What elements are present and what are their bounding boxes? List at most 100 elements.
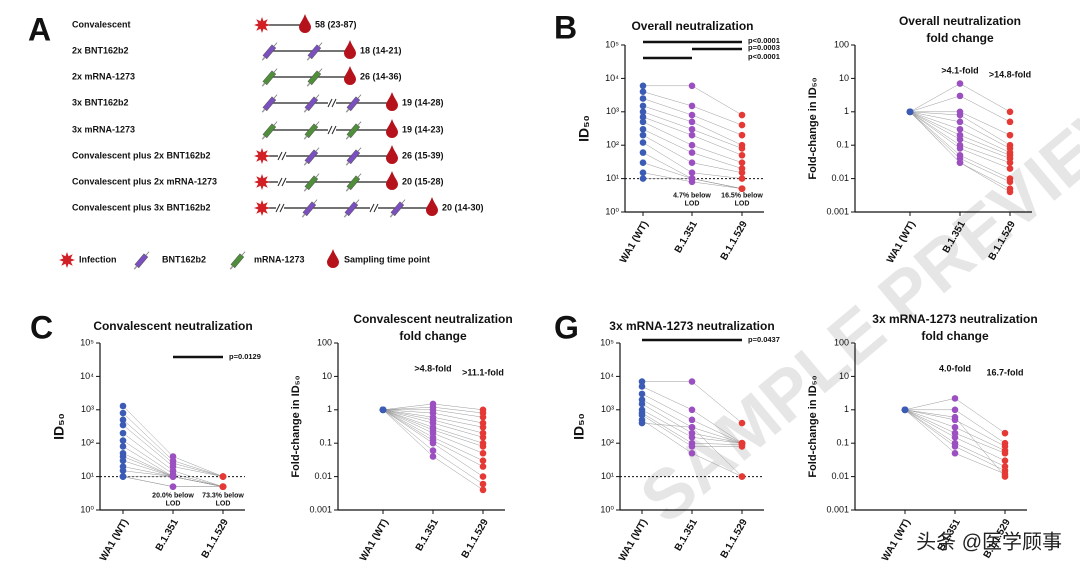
fold-change-label: >11.1-fold xyxy=(462,367,504,377)
sampling-days: 19 (14-28) xyxy=(402,97,444,107)
data-point xyxy=(688,449,696,457)
y-axis-label: ID₅₀ xyxy=(576,115,592,142)
data-point xyxy=(688,82,696,90)
pair-line xyxy=(954,417,1006,477)
syringe-needle xyxy=(357,173,362,178)
pair-line xyxy=(954,453,1006,475)
pair-line xyxy=(959,114,1011,146)
pair-line xyxy=(642,116,693,136)
y-tick-label: 0.1 xyxy=(836,438,849,448)
y-tick-label: 10² xyxy=(81,438,94,448)
data-point xyxy=(639,175,647,182)
pair-line xyxy=(382,409,434,414)
syringe-body xyxy=(307,70,322,86)
pair-line xyxy=(691,419,743,444)
syringe-body xyxy=(307,44,322,60)
syringe-plunger xyxy=(345,135,350,140)
syringe-plunger xyxy=(389,213,394,218)
x-tick-label: B.1.351 xyxy=(673,219,700,255)
pair-line xyxy=(122,424,174,467)
data-point xyxy=(688,175,696,182)
pair-line xyxy=(691,85,743,116)
y-tick-label: 0.01 xyxy=(831,471,849,481)
lod-label: 73.3% below xyxy=(202,492,244,499)
syringe-icon xyxy=(303,173,320,192)
pair-line xyxy=(122,470,174,477)
data-point xyxy=(219,483,227,490)
syringe-icon xyxy=(303,121,320,140)
regimen-label: Convalescent plus 2x mRNA-1273 xyxy=(72,176,217,186)
chart-title: 3x mRNA-1273 neutralization xyxy=(609,319,774,333)
pair-line xyxy=(382,409,434,434)
x-tick-label: WA1 (WT) xyxy=(358,517,391,563)
chart-title: Overall neutralization xyxy=(631,19,753,33)
syringe-icon xyxy=(303,94,320,113)
pair-line xyxy=(122,456,174,477)
data-point xyxy=(956,145,964,152)
data-point xyxy=(429,447,437,454)
data-point xyxy=(688,443,696,450)
pair-line xyxy=(641,419,693,454)
y-tick-label: 10⁵ xyxy=(605,39,619,49)
y-tick-label: 10⁰ xyxy=(605,206,619,216)
pair-line xyxy=(641,412,693,444)
pair-line xyxy=(909,95,961,113)
pair-line xyxy=(122,476,174,487)
y-tick-label: 100 xyxy=(317,337,332,347)
data-point xyxy=(429,439,437,447)
syringe-plunger xyxy=(306,82,311,87)
infection-icon xyxy=(254,17,270,33)
pair-line xyxy=(904,409,956,454)
break-mark xyxy=(369,203,375,213)
x-tick-label: WA1 (WT) xyxy=(618,219,651,265)
pair-line xyxy=(432,450,484,485)
y-tick-label: 0.1 xyxy=(836,140,849,150)
break-mark xyxy=(281,151,287,161)
p-value: p=0.0437 xyxy=(748,335,780,344)
pair-line xyxy=(959,148,1011,169)
syringe-needle xyxy=(273,94,278,99)
y-tick-label: 0.1 xyxy=(319,438,332,448)
y-tick-label: 100 xyxy=(834,337,849,347)
syringe-body xyxy=(302,201,317,217)
syringe-needle xyxy=(241,251,246,256)
data-point xyxy=(379,406,387,414)
pair-line xyxy=(909,111,961,146)
syringe-icon xyxy=(306,68,323,87)
pair-line xyxy=(642,111,693,130)
syringe-needle xyxy=(313,199,318,204)
infection-icon xyxy=(254,174,270,190)
pair-line xyxy=(909,111,961,123)
y-tick-label: 1 xyxy=(327,404,332,414)
pair-line xyxy=(432,442,484,477)
infection-icon xyxy=(59,252,75,268)
infection-icon xyxy=(254,200,270,216)
syringe-icon xyxy=(133,251,150,270)
pair-line xyxy=(122,466,174,477)
pair-line xyxy=(691,453,743,477)
data-point xyxy=(956,118,964,126)
syringe-icon xyxy=(306,42,323,61)
data-point xyxy=(738,131,746,139)
data-point xyxy=(1006,165,1014,172)
pair-line xyxy=(642,142,693,173)
pair-line xyxy=(122,405,174,457)
pair-line xyxy=(172,476,224,487)
syringe-needle xyxy=(315,173,320,178)
y-tick-label: 100 xyxy=(834,39,849,49)
pair-line xyxy=(382,409,434,428)
y-tick-label: 10 xyxy=(839,371,849,381)
break-gap xyxy=(276,204,284,212)
data-point xyxy=(638,383,646,390)
regimen-label: 3x mRNA-1273 xyxy=(72,124,135,134)
break-mark xyxy=(279,203,285,213)
syringe-needle xyxy=(357,147,362,152)
data-point xyxy=(639,139,647,146)
drop-icon xyxy=(426,197,438,216)
data-point xyxy=(639,102,647,110)
pair-line xyxy=(642,98,693,116)
data-point xyxy=(951,395,959,402)
data-point xyxy=(951,413,959,421)
syringe-body xyxy=(304,96,319,112)
data-point xyxy=(1001,449,1009,457)
